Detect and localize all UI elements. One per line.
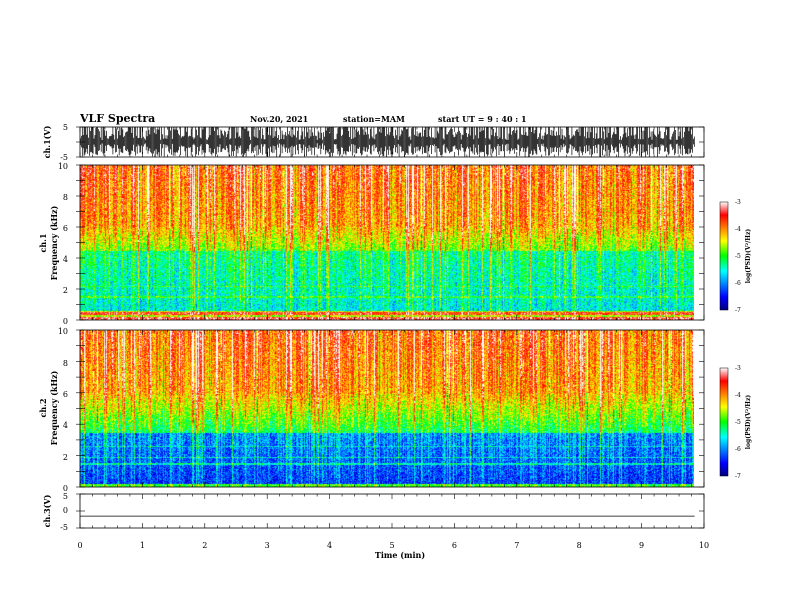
ch2-spectrogram-ytick-0: 0 [63,484,68,493]
ch1-colorbar-tick-m4: -4 [735,226,741,233]
ch2-spectrogram-panel: 0 2 4 6 8 10 ch.2 Frequency (kHz) -3 -4 … [38,327,752,493]
ch1-spectrogram-ticks [76,164,705,321]
ch3-waveform-frame [79,493,705,529]
ch2-colorbar-tick-m6: -6 [735,446,741,453]
x-tick-0: 0 [77,541,82,550]
x-tick-9: 9 [639,541,644,550]
ch2-colorbar-tick-m5: -5 [735,419,741,426]
ch1-colorbar-tick-m3: -3 [735,199,741,206]
station-label: station=MAM [343,114,405,124]
ch1-spectrogram-ylabel-channel: ch.1 [38,233,48,252]
x-tick-6: 6 [452,541,457,550]
start-time-label: start UT = 9 : 40 : 1 [438,114,527,124]
ch2-colorbar-tick-m3: -3 [735,365,741,372]
ch1-spectrogram-ytick-0: 0 [63,317,68,326]
ch1-colorbar-tick-m6: -6 [735,280,741,287]
x-tick-10: 10 [699,541,709,550]
ch1-colorbar-gradient [719,201,729,311]
ch1-spectrogram-canvas [80,165,694,320]
ch1-colorbar-label: log(PSD)(V²/Hz) [745,229,752,284]
ch2-spectrogram-ticks [76,329,705,488]
ch2-spectrogram-canvas [80,330,694,487]
figure-title: VLF Spectra [79,112,155,125]
date-label: Nov.20, 2021 [250,114,308,124]
ch2-spectrogram-heatmap [80,330,694,487]
ch2-colorbar: -3 -4 -5 -6 -7 log(PSD)(V²/Hz) [719,365,752,480]
x-tick-1: 1 [140,541,145,550]
ch2-spectrogram-ylabel-frequency: Frequency (kHz) [49,370,59,445]
ch1-waveform-ytick-top: 5 [63,123,68,132]
x-axis-label: Time (min) [375,550,425,560]
ch2-spectrogram-ytick-2: 2 [63,453,68,462]
ch1-spectrogram-ytick-2: 2 [63,286,68,295]
ch1-waveform-line [80,127,695,157]
ch3-waveform-panel: 5 0 -5 ch.3(V) [42,492,705,532]
ch2-colorbar-tick-m7: -7 [735,473,741,480]
ch1-spectrogram-heatmap [80,165,694,320]
ch1-colorbar-tick-m5: -5 [735,253,741,260]
ch3-waveform-ytick-mid: 0 [63,506,68,515]
ch3-waveform-ylabel: ch.3(V) [42,494,52,527]
x-axis: 0 1 2 3 4 5 6 7 8 9 10 Time (min) [77,541,709,560]
ch1-colorbar-tick-m7: -7 [735,307,741,314]
ch1-spectrogram-ytick-6: 6 [63,224,68,233]
ch1-spectrogram-ytick-4: 4 [63,255,68,264]
ch2-colorbar-tick-m4: -4 [735,392,741,399]
ch1-waveform-ylabel: ch.1(V) [42,125,52,158]
ch1-colorbar: -3 -4 -5 -6 -7 log(PSD)(V²/Hz) [719,199,752,314]
ch3-waveform-ytick-bottom: -5 [60,523,68,532]
ch1-spectrogram-ylabel-frequency: Frequency (kHz) [49,205,59,280]
x-tick-7: 7 [514,541,519,550]
ch1-waveform-ytick-bottom: -5 [60,153,68,162]
x-tick-3: 3 [265,541,270,550]
x-tick-5: 5 [389,541,394,550]
ch3-waveform-ticks [76,493,705,529]
ch3-waveform-ytick-top: 5 [63,492,68,501]
ch2-spectrogram-ytick-6: 6 [63,390,68,399]
ch2-colorbar-label: log(PSD)(V²/Hz) [745,395,752,450]
x-tick-2: 2 [202,541,207,550]
ch2-colorbar-gradient [719,367,729,477]
ch2-spectrogram-ytick-4: 4 [63,421,68,430]
x-tick-8: 8 [577,541,582,550]
ch1-spectrogram-ytick-10: 10 [58,162,68,171]
x-tick-4: 4 [327,541,332,550]
ch1-waveform-ticks [76,126,705,158]
ch2-spectrogram-ytick-8: 8 [63,359,68,368]
ch1-spectrogram-ytick-8: 8 [63,193,68,202]
ch2-spectrogram-ylabel-channel: ch.2 [38,398,48,417]
ch2-spectrogram-ytick-10: 10 [58,327,68,336]
ch1-waveform-trace [80,127,695,157]
ch1-spectrogram-panel: 0 2 4 6 8 10 ch.1 Frequency (kHz) -3 -4 … [38,162,752,326]
ch1-waveform-panel: 5 -5 ch.1(V) [42,123,705,162]
